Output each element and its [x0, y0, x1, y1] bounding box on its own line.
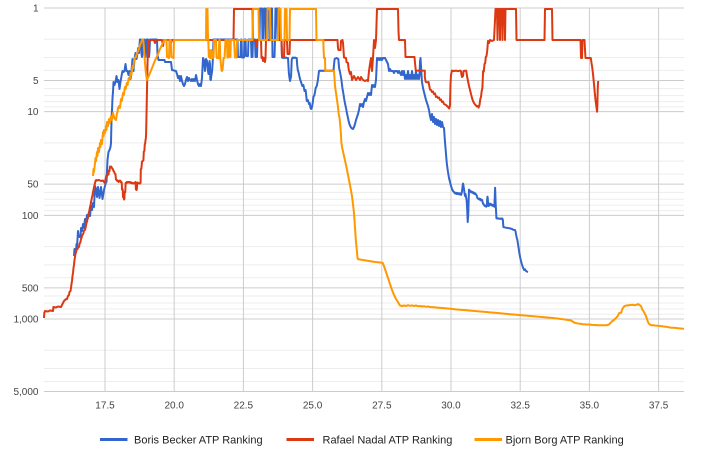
svg-text:27.5: 27.5 — [372, 401, 392, 412]
svg-text:25.0: 25.0 — [303, 401, 323, 412]
svg-text:5: 5 — [33, 76, 39, 87]
svg-text:37.5: 37.5 — [649, 401, 669, 412]
svg-text:Rafael Nadal ATP Ranking: Rafael Nadal ATP Ranking — [323, 435, 453, 447]
svg-text:30.0: 30.0 — [441, 401, 461, 412]
svg-text:Boris Becker ATP Ranking: Boris Becker ATP Ranking — [134, 435, 263, 447]
svg-text:10: 10 — [27, 107, 39, 118]
svg-text:100: 100 — [22, 211, 39, 222]
svg-text:22.5: 22.5 — [234, 401, 254, 412]
svg-text:Bjorn Borg ATP Ranking: Bjorn Borg ATP Ranking — [506, 435, 624, 447]
svg-text:5,000: 5,000 — [13, 387, 38, 398]
svg-text:1: 1 — [33, 4, 39, 15]
svg-text:1,000: 1,000 — [13, 315, 38, 326]
svg-text:35.0: 35.0 — [580, 401, 600, 412]
svg-text:20.0: 20.0 — [164, 401, 184, 412]
svg-text:17.5: 17.5 — [95, 401, 115, 412]
svg-text:500: 500 — [22, 283, 39, 294]
svg-text:50: 50 — [27, 180, 39, 191]
svg-text:32.5: 32.5 — [510, 401, 530, 412]
